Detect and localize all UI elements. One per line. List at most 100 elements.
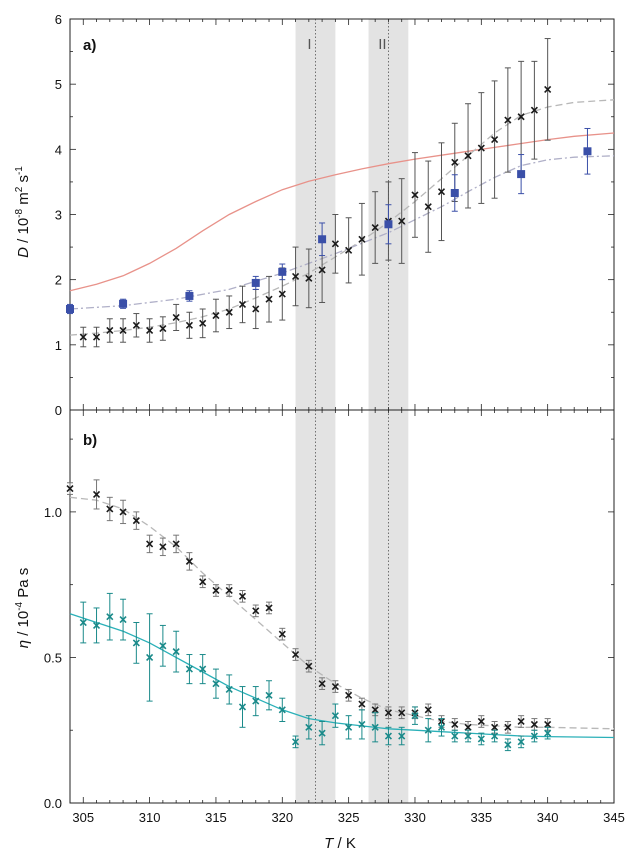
data-point xyxy=(451,158,459,166)
data-point xyxy=(119,326,127,335)
panel-label-b: b) xyxy=(83,432,97,449)
region-label: I xyxy=(307,36,311,53)
data-point xyxy=(371,223,379,232)
data-point xyxy=(66,485,74,493)
data-point xyxy=(252,305,260,313)
data-point xyxy=(92,333,101,341)
data-points-b xyxy=(66,479,552,752)
data-point xyxy=(199,665,207,673)
fit-curve xyxy=(69,496,615,730)
data-point xyxy=(278,630,286,638)
x-tick-label: 340 xyxy=(537,810,559,825)
data-point xyxy=(278,706,286,714)
shaded-region xyxy=(295,19,336,410)
x-tick-label: 315 xyxy=(205,810,227,825)
data-point xyxy=(517,113,525,121)
cross-mark xyxy=(305,274,313,282)
fit-curve xyxy=(69,613,615,739)
data-point xyxy=(212,680,220,688)
axes-b xyxy=(69,409,615,804)
cross-mark xyxy=(132,517,140,525)
data-point xyxy=(544,85,552,93)
cross-mark xyxy=(504,723,512,731)
cross-mark xyxy=(358,720,366,728)
cross-mark xyxy=(265,604,273,612)
data-point xyxy=(265,691,273,699)
data-point xyxy=(371,723,379,731)
cross-mark xyxy=(305,723,313,731)
data-point xyxy=(477,717,485,726)
cross-mark xyxy=(172,540,180,548)
data-point xyxy=(278,267,287,276)
data-point xyxy=(384,220,393,229)
cross-mark xyxy=(119,616,127,624)
data-point xyxy=(331,712,339,720)
cross-mark xyxy=(530,720,538,728)
data-point xyxy=(358,235,366,243)
x-tick-label: 335 xyxy=(470,810,492,825)
data-point xyxy=(199,319,207,327)
cross-mark xyxy=(318,729,326,737)
data-point xyxy=(318,729,326,737)
x-tick-label: 305 xyxy=(72,810,94,825)
data-point xyxy=(491,732,499,740)
cross-mark xyxy=(318,266,326,274)
x-tick-label: 310 xyxy=(139,810,161,825)
cross-mark xyxy=(504,741,512,749)
cross-mark xyxy=(544,720,552,728)
cross-mark xyxy=(318,680,326,688)
cross-mark xyxy=(225,586,233,595)
data-point xyxy=(92,621,101,629)
cross-mark xyxy=(371,723,379,731)
cross-mark xyxy=(185,557,193,565)
plot-frame xyxy=(69,18,615,411)
data-point xyxy=(146,540,154,548)
cross-mark xyxy=(79,618,87,627)
y-tick-label: 6 xyxy=(55,12,62,27)
data-point xyxy=(79,618,87,627)
data-point xyxy=(212,586,220,595)
data-point xyxy=(291,272,300,280)
data-point xyxy=(172,313,180,322)
data-point xyxy=(132,517,140,525)
data-point xyxy=(345,246,353,254)
x-tick-label: 330 xyxy=(404,810,426,825)
cross-mark xyxy=(119,326,127,335)
data-point xyxy=(530,732,538,740)
data-point xyxy=(530,720,538,728)
data-point xyxy=(278,290,286,298)
data-point xyxy=(92,490,101,498)
cross-mark xyxy=(252,305,260,313)
cross-mark xyxy=(464,152,472,160)
cross-mark xyxy=(358,700,366,708)
data-point xyxy=(238,592,247,600)
data-point xyxy=(398,732,406,740)
data-point xyxy=(106,326,114,335)
data-point xyxy=(491,135,499,144)
cross-mark xyxy=(278,630,286,638)
cross-mark xyxy=(185,665,193,673)
tick-labels-a: 0 1 2 3 4 5 6 xyxy=(55,12,62,418)
data-point xyxy=(437,188,446,196)
cross-mark xyxy=(212,311,220,320)
cross-mark xyxy=(345,723,353,731)
data-point xyxy=(464,152,472,160)
data-point xyxy=(106,613,114,621)
cross-mark xyxy=(238,300,247,308)
fit-curves-a xyxy=(69,99,615,336)
data-point xyxy=(544,729,552,737)
data-point xyxy=(464,723,472,731)
cross-mark xyxy=(252,697,260,705)
data-point xyxy=(398,709,406,717)
data-point xyxy=(411,191,419,199)
cross-mark xyxy=(212,680,220,688)
cross-mark xyxy=(424,706,432,714)
cross-mark xyxy=(278,706,286,714)
data-point xyxy=(504,116,512,124)
data-point xyxy=(451,720,459,728)
cross-mark xyxy=(172,313,180,322)
y-tick-label: 4 xyxy=(55,142,62,157)
data-points-a xyxy=(66,38,592,348)
data-point xyxy=(411,712,419,720)
data-point xyxy=(424,726,432,734)
